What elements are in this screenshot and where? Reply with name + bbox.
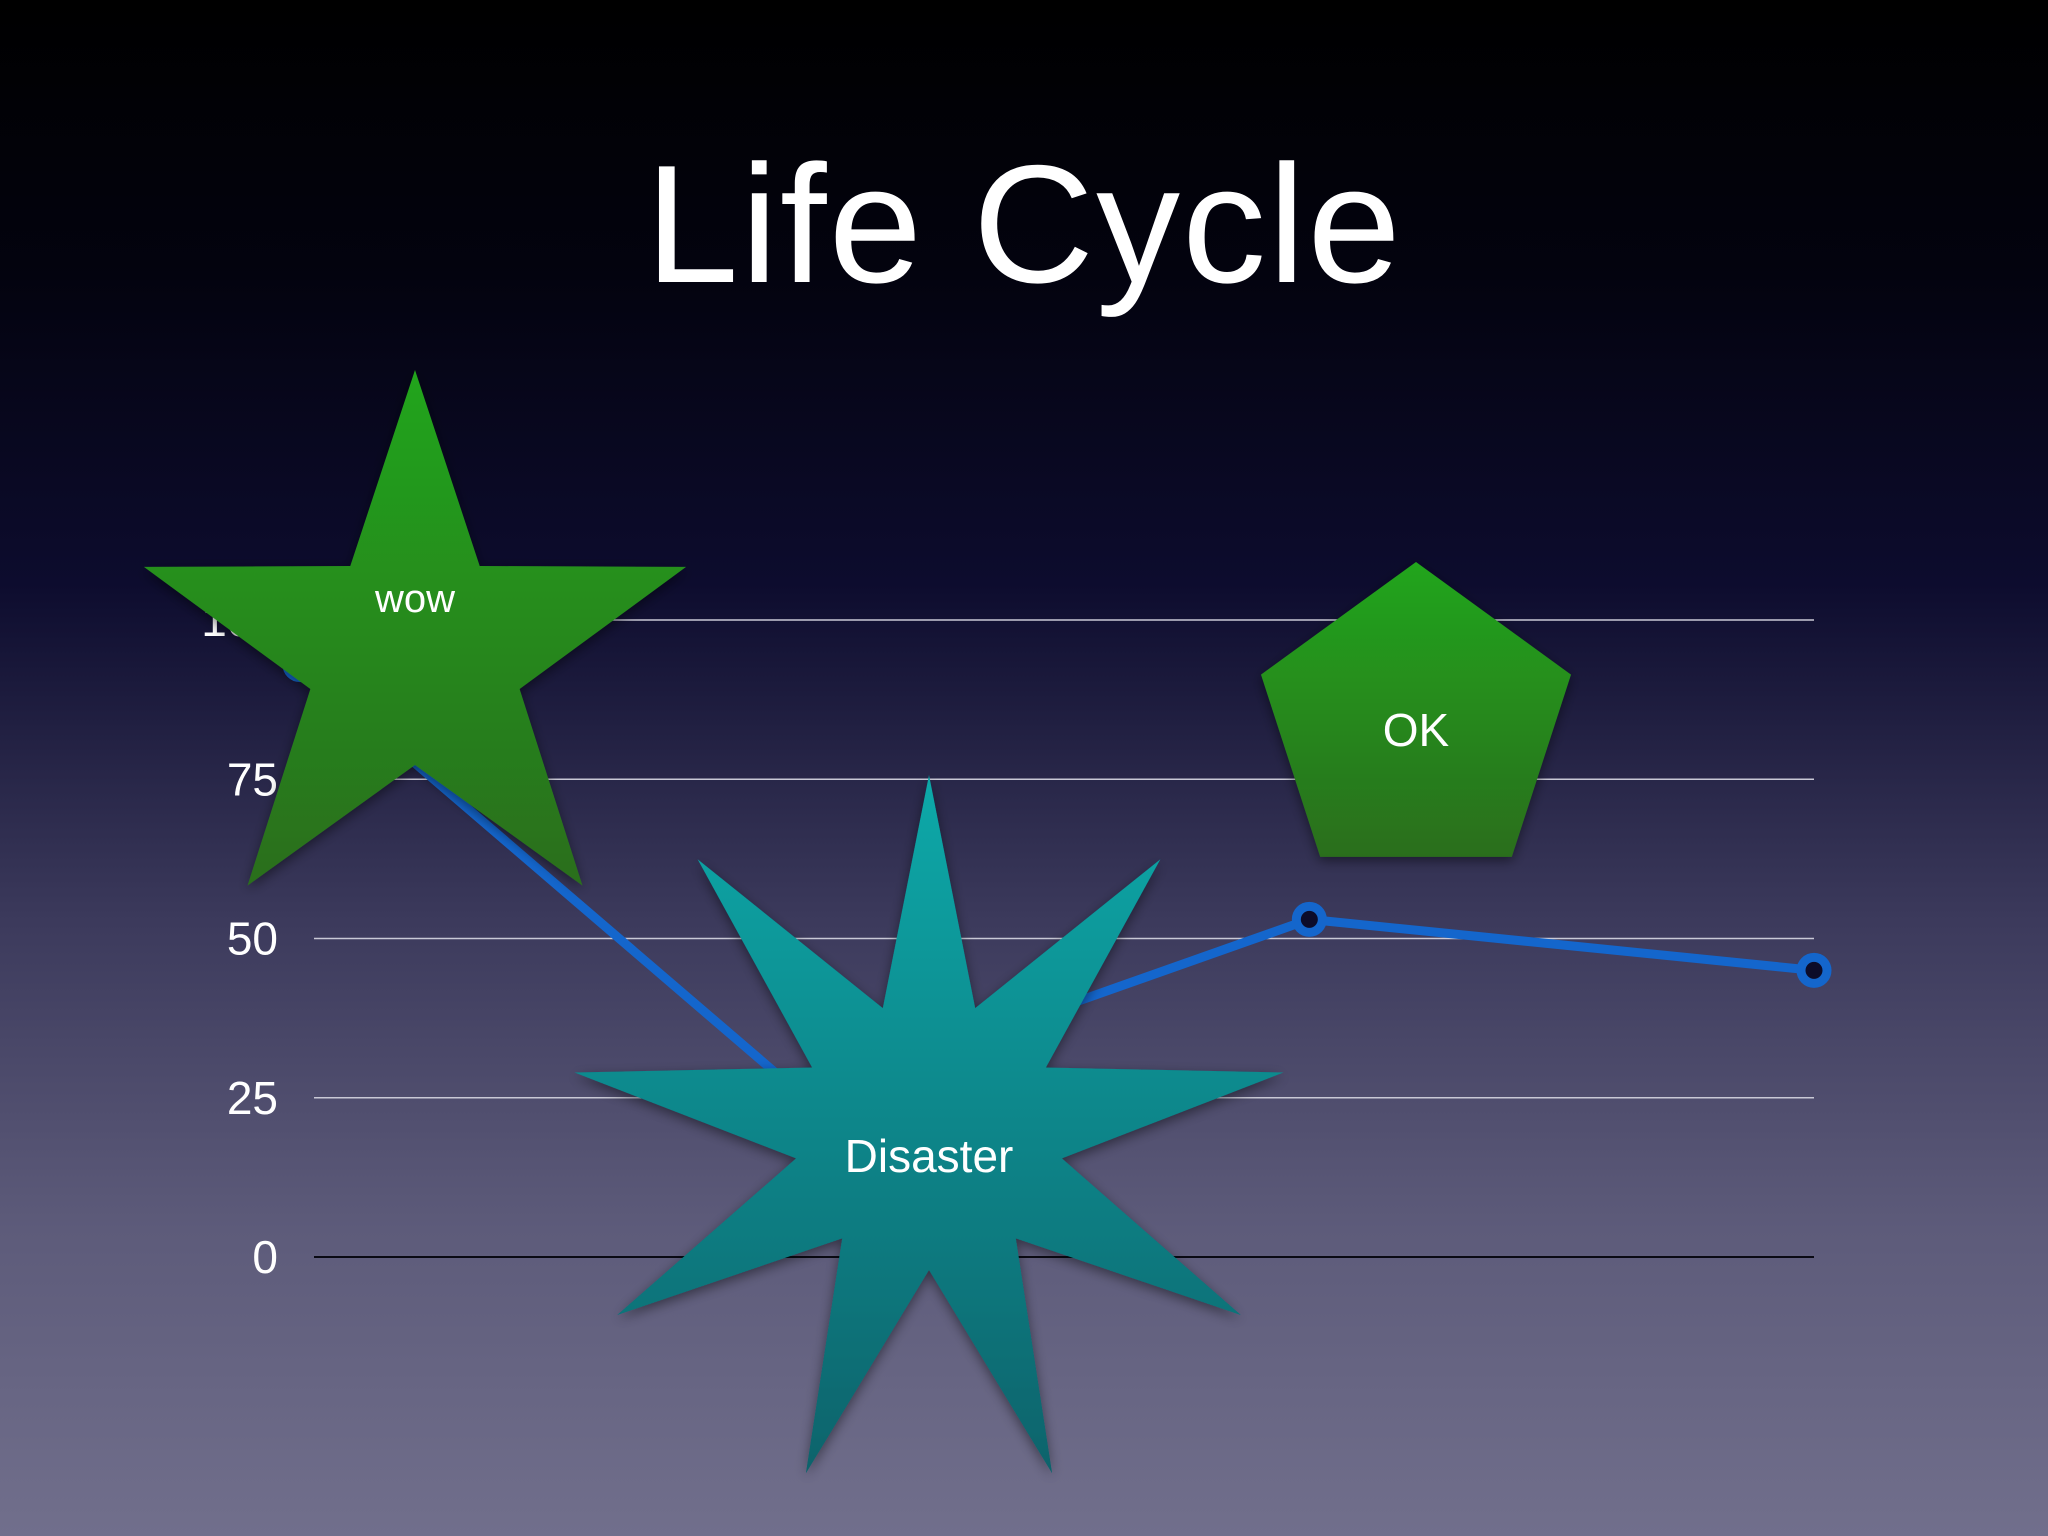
- y-tick-label-25: 25: [227, 1072, 278, 1124]
- data-point-4: [1796, 952, 1832, 988]
- slide-title: Life Cycle: [645, 130, 1403, 318]
- y-tick-label-0: 0: [252, 1231, 278, 1283]
- wow-label: wow: [374, 577, 455, 621]
- data-point-3: [1291, 901, 1327, 937]
- y-tick-label-75: 75: [227, 753, 278, 805]
- disaster-starburst-shape: [574, 775, 1284, 1474]
- ok-pentagon-shape: [1261, 562, 1571, 857]
- wow-star-shape: [143, 370, 687, 886]
- y-tick-label-50: 50: [227, 913, 278, 965]
- callout-shapes: wow OK Disaster: [143, 370, 1571, 1474]
- disaster-label: Disaster: [845, 1130, 1014, 1182]
- ok-label: OK: [1383, 704, 1450, 756]
- y-axis-tick-labels: 0255075100: [201, 594, 278, 1283]
